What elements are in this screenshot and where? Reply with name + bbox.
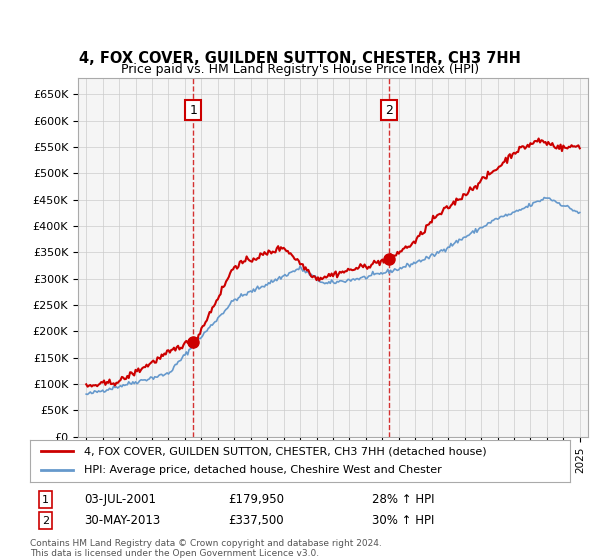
Text: Price paid vs. HM Land Registry's House Price Index (HPI): Price paid vs. HM Land Registry's House …	[121, 63, 479, 77]
Text: £179,950: £179,950	[228, 493, 284, 506]
Text: This data is licensed under the Open Government Licence v3.0.: This data is licensed under the Open Gov…	[30, 549, 319, 558]
Text: 4, FOX COVER, GUILDEN SUTTON, CHESTER, CH3 7HH (detached house): 4, FOX COVER, GUILDEN SUTTON, CHESTER, C…	[84, 446, 487, 456]
Text: 2: 2	[385, 104, 393, 116]
Text: 03-JUL-2001: 03-JUL-2001	[84, 493, 156, 506]
Text: 28% ↑ HPI: 28% ↑ HPI	[372, 493, 434, 506]
Text: 1: 1	[42, 494, 49, 505]
Text: 30% ↑ HPI: 30% ↑ HPI	[372, 514, 434, 528]
Text: £337,500: £337,500	[228, 514, 284, 528]
Text: 4, FOX COVER, GUILDEN SUTTON, CHESTER, CH3 7HH: 4, FOX COVER, GUILDEN SUTTON, CHESTER, C…	[79, 52, 521, 66]
Text: 2: 2	[42, 516, 49, 526]
Text: 1: 1	[189, 104, 197, 116]
Text: HPI: Average price, detached house, Cheshire West and Chester: HPI: Average price, detached house, Ches…	[84, 465, 442, 475]
Text: 30-MAY-2013: 30-MAY-2013	[84, 514, 160, 528]
Text: Contains HM Land Registry data © Crown copyright and database right 2024.: Contains HM Land Registry data © Crown c…	[30, 539, 382, 548]
